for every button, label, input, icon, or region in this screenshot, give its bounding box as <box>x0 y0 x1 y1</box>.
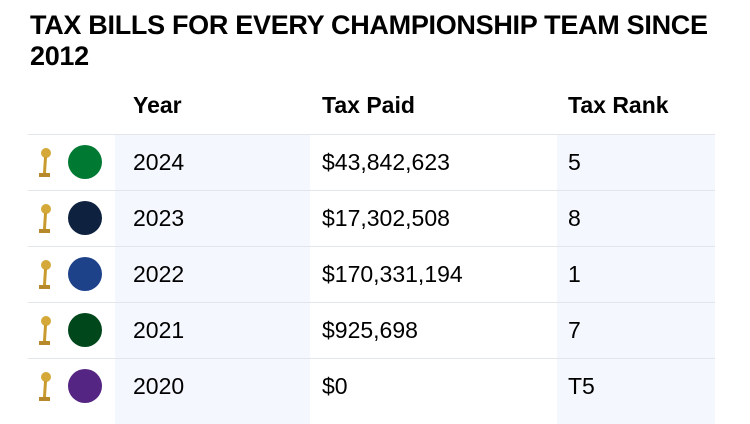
lakers-logo <box>68 369 102 403</box>
trophy-icon <box>39 260 51 289</box>
bucks-logo <box>68 313 102 347</box>
tax-paid-cell: $925,698 <box>322 317 418 343</box>
year-cell: 2023 <box>133 205 185 231</box>
header-tax-paid: Tax Paid <box>322 92 415 118</box>
header-tax-rank: Tax Rank <box>568 92 669 118</box>
tax-rank-cell: 8 <box>568 205 581 231</box>
year-cell: 2022 <box>133 261 185 287</box>
nuggets-logo <box>68 201 102 235</box>
table-row: 2023 $17,302,508 8 <box>28 190 715 246</box>
trophy-icon <box>39 316 51 345</box>
tax-paid-cell: $0 <box>322 373 348 399</box>
header-year: Year <box>133 92 182 118</box>
rank-column-bg <box>557 134 715 424</box>
year-cell: 2020 <box>133 373 185 399</box>
table-row: 2020 $0 T5 <box>28 358 715 414</box>
trophy-icon <box>39 204 51 233</box>
tax-paid-cell: $170,331,194 <box>322 261 463 287</box>
year-cell: 2021 <box>133 317 185 343</box>
warriors-logo <box>68 257 102 291</box>
tax-paid-cell: $43,842,623 <box>322 149 450 175</box>
year-column-bg <box>115 134 310 424</box>
tax-rank-cell: 1 <box>568 261 581 287</box>
trophy-icon <box>39 372 51 401</box>
tax-rank-cell: 5 <box>568 149 581 175</box>
tax-rank-cell: 7 <box>568 317 581 343</box>
table-row: 2024 $43,842,623 5 <box>28 134 715 190</box>
tax-paid-cell: $17,302,508 <box>322 205 450 231</box>
table-row: 2021 $925,698 7 <box>28 302 715 358</box>
celtics-logo <box>68 145 102 179</box>
page-title: TAX BILLS FOR EVERY CHAMPIONSHIP TEAM SI… <box>30 10 708 71</box>
trophy-icon <box>39 148 51 177</box>
tax-rank-cell: T5 <box>568 373 595 399</box>
table-row: 2022 $170,331,194 1 <box>28 246 715 302</box>
year-cell: 2024 <box>133 149 185 175</box>
